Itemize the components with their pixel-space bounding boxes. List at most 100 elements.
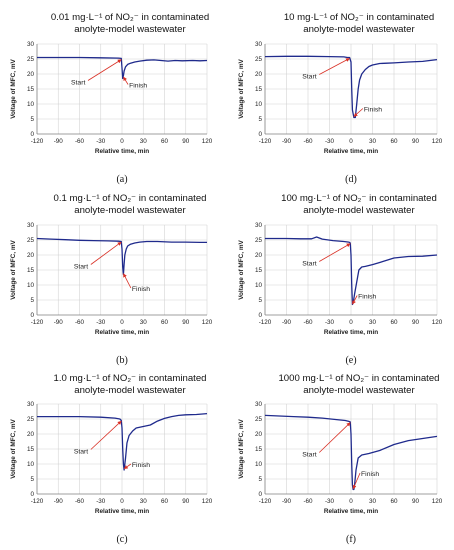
annotation-start-arrow bbox=[87, 59, 122, 81]
y-tick-label: 10 bbox=[255, 101, 263, 108]
x-tick-label: 30 bbox=[369, 498, 377, 505]
y-tick-label: 25 bbox=[255, 237, 263, 244]
x-axis-label: Relative time, min bbox=[324, 508, 378, 515]
x-tick-label: 60 bbox=[390, 498, 398, 505]
x-tick-label: 60 bbox=[161, 138, 169, 145]
x-tick-label: -30 bbox=[325, 138, 335, 145]
x-tick-label: -30 bbox=[325, 319, 335, 326]
y-tick-label: 15 bbox=[255, 267, 263, 274]
y-tick-label: 15 bbox=[27, 86, 35, 93]
y-axis-label: Voltage of MFC, mV bbox=[10, 59, 17, 119]
x-tick-label: 0 bbox=[349, 498, 353, 505]
y-tick-label: 20 bbox=[255, 431, 263, 438]
x-tick-label: -30 bbox=[96, 138, 106, 145]
chart-panel: 1.0 mg·L⁻¹ of NO₂⁻ in contaminatedanolyt… bbox=[10, 373, 213, 545]
annotation-finish-arrow bbox=[123, 273, 132, 289]
chart-title-line-2: anolyte-model wastewater bbox=[303, 385, 415, 396]
x-tick-label: -60 bbox=[75, 498, 85, 505]
y-tick-label: 15 bbox=[27, 267, 35, 274]
y-tick-label: 5 bbox=[258, 297, 262, 304]
y-tick-label: 30 bbox=[255, 222, 263, 229]
y-tick-label: 5 bbox=[30, 297, 34, 304]
annotation-start-arrow bbox=[318, 422, 351, 453]
annotation-start: Start bbox=[302, 452, 316, 459]
panel-label: (d) bbox=[345, 174, 357, 185]
x-tick-label: 120 bbox=[202, 319, 213, 326]
annotation-start-arrow bbox=[90, 241, 122, 265]
annotation-start: Start bbox=[71, 80, 85, 87]
panel-label: (c) bbox=[116, 534, 127, 545]
annotation-finish-arrow bbox=[352, 472, 361, 490]
x-tick-label: 120 bbox=[432, 138, 443, 145]
series-line bbox=[37, 56, 208, 80]
x-axis-label: Relative time, min bbox=[324, 329, 378, 336]
chart-panel: 10 mg·L⁻¹ of NO₂⁻ in contaminatedanolyte… bbox=[238, 12, 443, 185]
y-tick-label: 10 bbox=[27, 282, 35, 289]
y-tick-label: 5 bbox=[258, 116, 262, 123]
x-tick-label: -90 bbox=[282, 319, 292, 326]
x-tick-label: 120 bbox=[432, 498, 443, 505]
annotation-start-arrow bbox=[319, 243, 351, 262]
y-tick-label: 0 bbox=[258, 312, 262, 319]
x-tick-label: 0 bbox=[120, 319, 124, 326]
x-tick-label: -90 bbox=[54, 138, 64, 145]
series-line bbox=[36, 237, 207, 276]
x-tick-label: -120 bbox=[259, 498, 272, 505]
y-tick-label: 30 bbox=[27, 222, 35, 229]
annotation-finish: Finish bbox=[361, 471, 379, 478]
y-tick-label: 20 bbox=[27, 71, 35, 78]
x-tick-label: -30 bbox=[96, 498, 106, 505]
annotation-finish: Finish bbox=[132, 286, 150, 293]
y-axis-label: Voltage of MFC, mV bbox=[238, 240, 245, 300]
x-tick-label: 30 bbox=[369, 319, 377, 326]
y-tick-label: 30 bbox=[255, 41, 263, 48]
x-tick-label: -120 bbox=[259, 138, 272, 145]
annotation-start: Start bbox=[74, 264, 88, 271]
y-tick-label: 20 bbox=[255, 252, 263, 259]
chart-title-line-1: 1.0 mg·L⁻¹ of NO₂⁻ in contaminated bbox=[53, 373, 206, 384]
annotation-start-arrow bbox=[90, 420, 122, 450]
panel-label: (e) bbox=[345, 355, 356, 366]
annotation-finish: Finish bbox=[129, 83, 147, 90]
y-tick-label: 10 bbox=[27, 101, 35, 108]
y-tick-label: 30 bbox=[27, 41, 35, 48]
x-tick-label: 60 bbox=[390, 138, 398, 145]
y-axis-label: Voltage of MFC, mV bbox=[10, 419, 17, 479]
x-tick-label: -90 bbox=[282, 138, 292, 145]
x-tick-label: 60 bbox=[161, 498, 169, 505]
x-tick-label: 120 bbox=[202, 498, 213, 505]
panel-label: (b) bbox=[116, 355, 128, 366]
x-tick-label: 0 bbox=[120, 498, 124, 505]
y-tick-label: 15 bbox=[255, 446, 263, 453]
chart-panel: 0.1 mg·L⁻¹ of NO₂⁻ in contaminatedanolyt… bbox=[10, 193, 213, 366]
y-tick-label: 20 bbox=[27, 431, 35, 438]
y-axis-label: Voltage of MFC, mV bbox=[238, 419, 245, 479]
y-axis-label: Voltage of MFC, mV bbox=[238, 59, 245, 119]
chart-title-line-2: anolyte-model wastewater bbox=[74, 24, 186, 35]
chart-title-line-2: anolyte-model wastewater bbox=[303, 205, 415, 216]
y-tick-label: 15 bbox=[27, 446, 35, 453]
y-tick-label: 10 bbox=[27, 461, 35, 468]
panel-label: (a) bbox=[116, 174, 127, 185]
annotation-finish: Finish bbox=[358, 294, 376, 301]
x-tick-label: 0 bbox=[349, 138, 353, 145]
y-tick-label: 25 bbox=[27, 237, 35, 244]
annotation-start: Start bbox=[302, 261, 316, 268]
annotation-finish-arrow bbox=[123, 463, 132, 470]
y-tick-label: 5 bbox=[258, 476, 262, 483]
annotation-finish-arrow bbox=[123, 76, 129, 85]
y-tick-label: 30 bbox=[27, 401, 35, 408]
y-tick-label: 5 bbox=[30, 476, 34, 483]
y-tick-label: 25 bbox=[255, 416, 263, 423]
x-tick-label: -120 bbox=[31, 319, 44, 326]
x-tick-label: -60 bbox=[75, 138, 85, 145]
x-tick-label: 30 bbox=[140, 498, 148, 505]
annotation-finish-arrow bbox=[352, 295, 358, 305]
panel-label: (f) bbox=[346, 534, 356, 545]
chart-title-line-1: 100 mg·L⁻¹ of NO₂⁻ in contaminated bbox=[281, 193, 437, 204]
y-tick-label: 20 bbox=[255, 71, 263, 78]
x-tick-label: -30 bbox=[96, 319, 106, 326]
chart-title-line-1: 10 mg·L⁻¹ of NO₂⁻ in contaminated bbox=[284, 12, 434, 23]
x-tick-label: 60 bbox=[390, 319, 398, 326]
